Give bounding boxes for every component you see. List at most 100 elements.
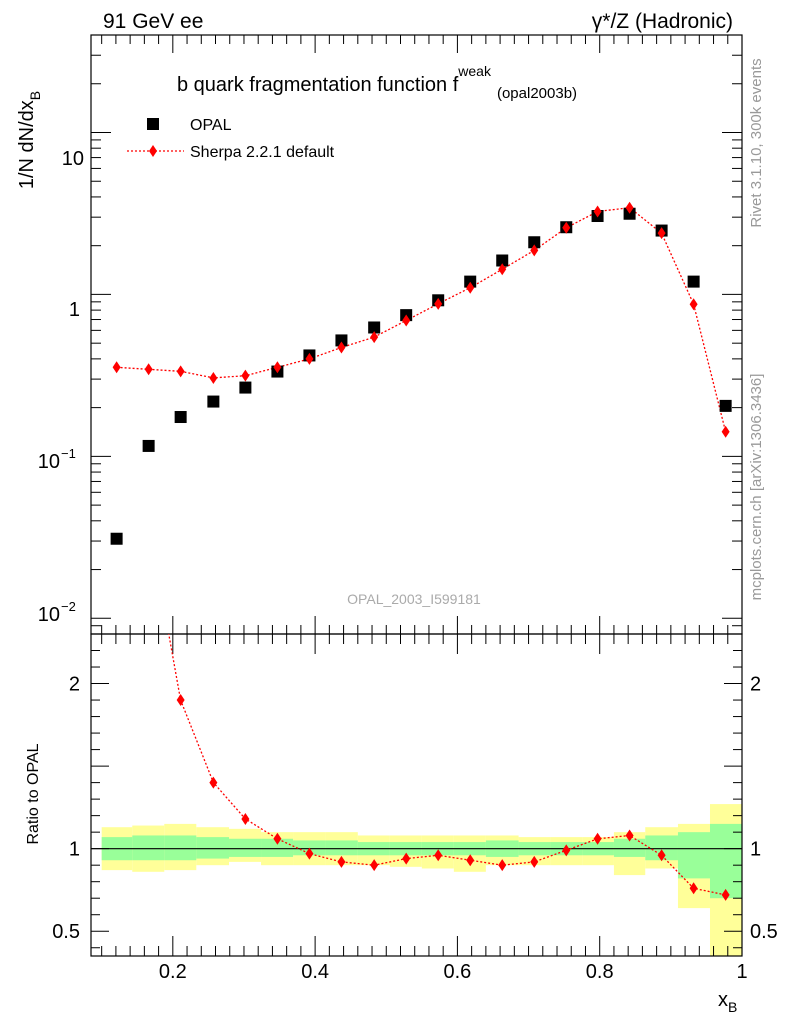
sherpa-point [209, 371, 218, 384]
sherpa-point [273, 361, 282, 374]
header-right: γ*/Z (Hadronic) [592, 10, 733, 33]
ratio-sherpa-point [434, 849, 443, 862]
band-1sigma-bin [229, 838, 262, 857]
ratio-y-tick-label-left: 0.5 [52, 921, 80, 943]
svg-text:10: 10 [38, 604, 60, 626]
band-1sigma-bin [709, 823, 742, 899]
opal-point [368, 321, 381, 334]
ratio-plot-frame [90, 633, 743, 957]
main-ylabel-sub: B [27, 91, 43, 100]
ratio-sherpa-point [337, 855, 346, 868]
y-tick-label-0.01: 10 −2 [38, 599, 76, 626]
main-plot-panel: 1/N dN/dxB 10 1 10 −1 10 −2 b quark frag… [16, 34, 743, 635]
ratio-sherpa-line [168, 634, 726, 896]
plot-title-sup: weak [457, 63, 492, 79]
x-tick-labels: 0.2 0.4 0.6 0.8 1 [159, 961, 748, 983]
opal-point [687, 275, 700, 288]
main-ylabel-text: 1/N dN/dx [16, 100, 38, 189]
ratio-sherpa-point [209, 776, 218, 789]
band-1sigma-bin [132, 835, 165, 861]
sherpa-point [593, 205, 602, 218]
main-plot-frame [90, 34, 743, 635]
x-axis-label-sub: B [728, 999, 737, 1015]
opal-point [174, 411, 187, 424]
header-left: 91 GeV ee [103, 10, 203, 33]
svg-text:1/N dN/dxB: 1/N dN/dxB [16, 91, 43, 189]
ratio-plot-panel: Ratio to OPAL 2 21 10.5 0.5 0.2 0.4 0.6 0.8 1 x… [25, 633, 778, 1015]
ratio-y-tick-labels: 2 2 1 1 0.5 0.5 [52, 674, 778, 944]
band-1sigma-bin [196, 837, 230, 859]
ratio-y-tick-label-right: 1 [750, 839, 761, 861]
ratio-sherpa-point [305, 847, 314, 860]
band-1sigma-bin [325, 840, 358, 856]
band-1sigma-bin [164, 835, 197, 861]
sherpa-point [144, 363, 153, 376]
ratio-sherpa-point [466, 854, 475, 867]
sherpa-point [337, 341, 346, 354]
sherpa-point [562, 221, 571, 234]
ratio-sherpa-point [370, 859, 379, 872]
plot-title: b quark fragmentation function fweak(opa… [177, 63, 577, 102]
ratio-axis-ticks [91, 634, 743, 956]
top-axis-ticks [91, 34, 743, 635]
legend: OPAL Sherpa 2.2.1 default [127, 117, 335, 161]
sherpa-point [498, 263, 507, 276]
ratio-sherpa-point [657, 849, 666, 862]
ratio-sherpa-point [530, 855, 539, 868]
sherpa-point [625, 201, 634, 214]
y-tick-label-0.1: 10 −1 [38, 446, 76, 473]
y-tick-label-10: 10 [62, 148, 84, 170]
sherpa-point [176, 365, 185, 378]
ratio-y-tick-label-left: 2 [69, 674, 80, 696]
ratio-y-tick-label-left: 1 [69, 839, 80, 861]
ratio-sherpa-point [176, 694, 185, 707]
ratio-plot-data [168, 634, 730, 901]
opal-point [496, 254, 509, 267]
sherpa-point [657, 227, 666, 240]
sherpa-point [370, 331, 379, 344]
ratio-y-tick-label-right: 0.5 [750, 921, 778, 943]
band-1sigma-bin [261, 838, 294, 857]
x-tick-label: 0.8 [586, 961, 614, 983]
legend-opal-label: OPAL [190, 117, 232, 134]
ratio-ylabel: Ratio to OPAL [25, 743, 42, 844]
svg-text:10: 10 [38, 451, 60, 473]
sherpa-point [689, 298, 698, 311]
sherpa-point [530, 244, 539, 257]
sherpa-point [402, 314, 411, 327]
legend-opal-marker [147, 118, 159, 130]
legend-sherpa-label: Sherpa 2.2.1 default [190, 144, 335, 161]
main-ylabel: 1/N dN/dxB [16, 91, 43, 189]
opal-point [142, 439, 155, 452]
ratio-sherpa-point [402, 852, 411, 865]
sherpa-point [466, 281, 475, 294]
opal-point [528, 236, 541, 249]
ratio-sherpa-point [625, 829, 634, 842]
opal-point [719, 399, 732, 412]
ratio-sherpa-point [689, 882, 698, 895]
sherpa-point [241, 369, 250, 382]
sherpa-point [305, 352, 314, 365]
ratio-y-tick-label-right: 2 [750, 674, 761, 696]
sherpa-point [721, 425, 730, 438]
band-1sigma-bin [293, 840, 326, 856]
y-tick-label-1: 1 [69, 299, 80, 321]
opal-point [464, 275, 477, 288]
ratio-sherpa-point [562, 844, 571, 857]
ratio-sherpa-point [241, 812, 250, 825]
svg-text:−2: −2 [61, 599, 76, 614]
ratio-sherpa-point [721, 888, 730, 901]
x-axis-label: xB [718, 989, 737, 1015]
ratio-uncertainty-bands [101, 804, 742, 956]
legend-sherpa-marker [149, 145, 157, 157]
x-tick-label: 1 [736, 961, 747, 983]
opal-point [239, 381, 252, 394]
band-1sigma-bin [613, 838, 646, 857]
svg-text:−1: −1 [61, 446, 76, 461]
ratio-sherpa-point [498, 859, 507, 872]
x-tick-label: 0.2 [159, 961, 187, 983]
sherpa-point [112, 361, 121, 374]
opal-point [207, 395, 220, 408]
mcplots-reference-label: mcplots.cern.ch [arXiv:1306.3436] [748, 374, 765, 601]
